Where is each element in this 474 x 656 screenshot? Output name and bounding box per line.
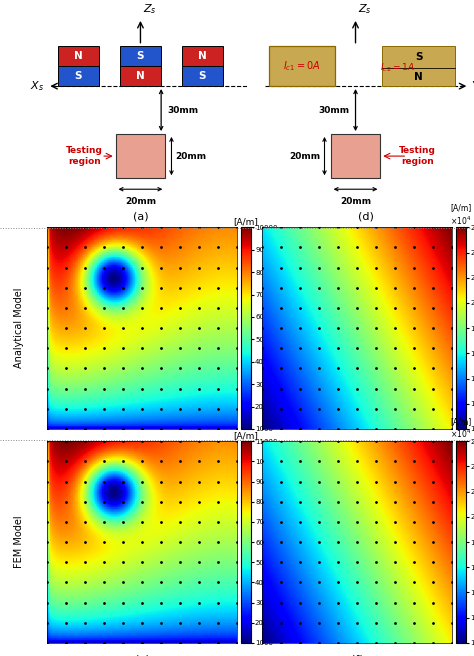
Text: 20mm: 20mm	[340, 197, 371, 205]
Text: 20mm: 20mm	[289, 152, 320, 161]
Text: Testing
region: Testing region	[399, 146, 436, 166]
Text: $\mathit{X_s}$: $\mathit{X_s}$	[30, 79, 44, 93]
Text: (e): (e)	[349, 441, 365, 451]
Text: N: N	[136, 71, 145, 81]
Text: $\mathit{Z_s}$: $\mathit{Z_s}$	[357, 3, 371, 16]
Text: $\mathit{Z_s}$: $\mathit{Z_s}$	[143, 3, 156, 16]
Bar	[182, 46, 223, 66]
Title: [A/m]: [A/m]	[233, 432, 258, 440]
Text: 30mm: 30mm	[167, 106, 199, 115]
Bar	[383, 46, 455, 68]
Bar	[58, 46, 99, 66]
Text: 20mm: 20mm	[125, 197, 156, 205]
Bar	[182, 66, 223, 86]
Title: [A/m]
$\times10^4$: [A/m] $\times10^4$	[450, 417, 472, 440]
Text: N: N	[414, 72, 423, 82]
Text: N: N	[74, 51, 83, 61]
Bar	[58, 66, 99, 86]
Text: (b): (b)	[134, 441, 150, 451]
Text: (f): (f)	[351, 655, 364, 656]
Text: FEM Model: FEM Model	[14, 516, 24, 568]
Text: Analytical Model: Analytical Model	[14, 288, 24, 369]
Bar	[331, 134, 380, 178]
Text: S: S	[75, 71, 82, 81]
Text: S: S	[199, 71, 206, 81]
Bar	[120, 66, 161, 86]
Text: N: N	[198, 51, 207, 61]
Text: $\mathit{I_{c2}=1A}$: $\mathit{I_{c2}=1A}$	[380, 62, 414, 74]
Bar	[383, 68, 455, 86]
Text: (c): (c)	[135, 655, 149, 656]
Title: [A/m]
$\times10^4$: [A/m] $\times10^4$	[450, 203, 472, 226]
Text: $\mathit{Y_s}$: $\mathit{Y_s}$	[471, 79, 474, 93]
Text: (d): (d)	[358, 211, 374, 221]
Text: $\mathit{I_{c1}=0A}$: $\mathit{I_{c1}=0A}$	[283, 59, 320, 73]
Title: [A/m]: [A/m]	[233, 218, 258, 226]
Bar	[116, 134, 165, 178]
Text: 30mm: 30mm	[318, 106, 349, 115]
Text: S: S	[137, 51, 144, 61]
Text: Testing
region: Testing region	[66, 146, 103, 166]
Text: S: S	[415, 52, 422, 62]
Text: (a): (a)	[133, 211, 148, 221]
Bar	[120, 46, 161, 66]
Bar	[269, 46, 335, 86]
Text: 20mm: 20mm	[175, 152, 207, 161]
